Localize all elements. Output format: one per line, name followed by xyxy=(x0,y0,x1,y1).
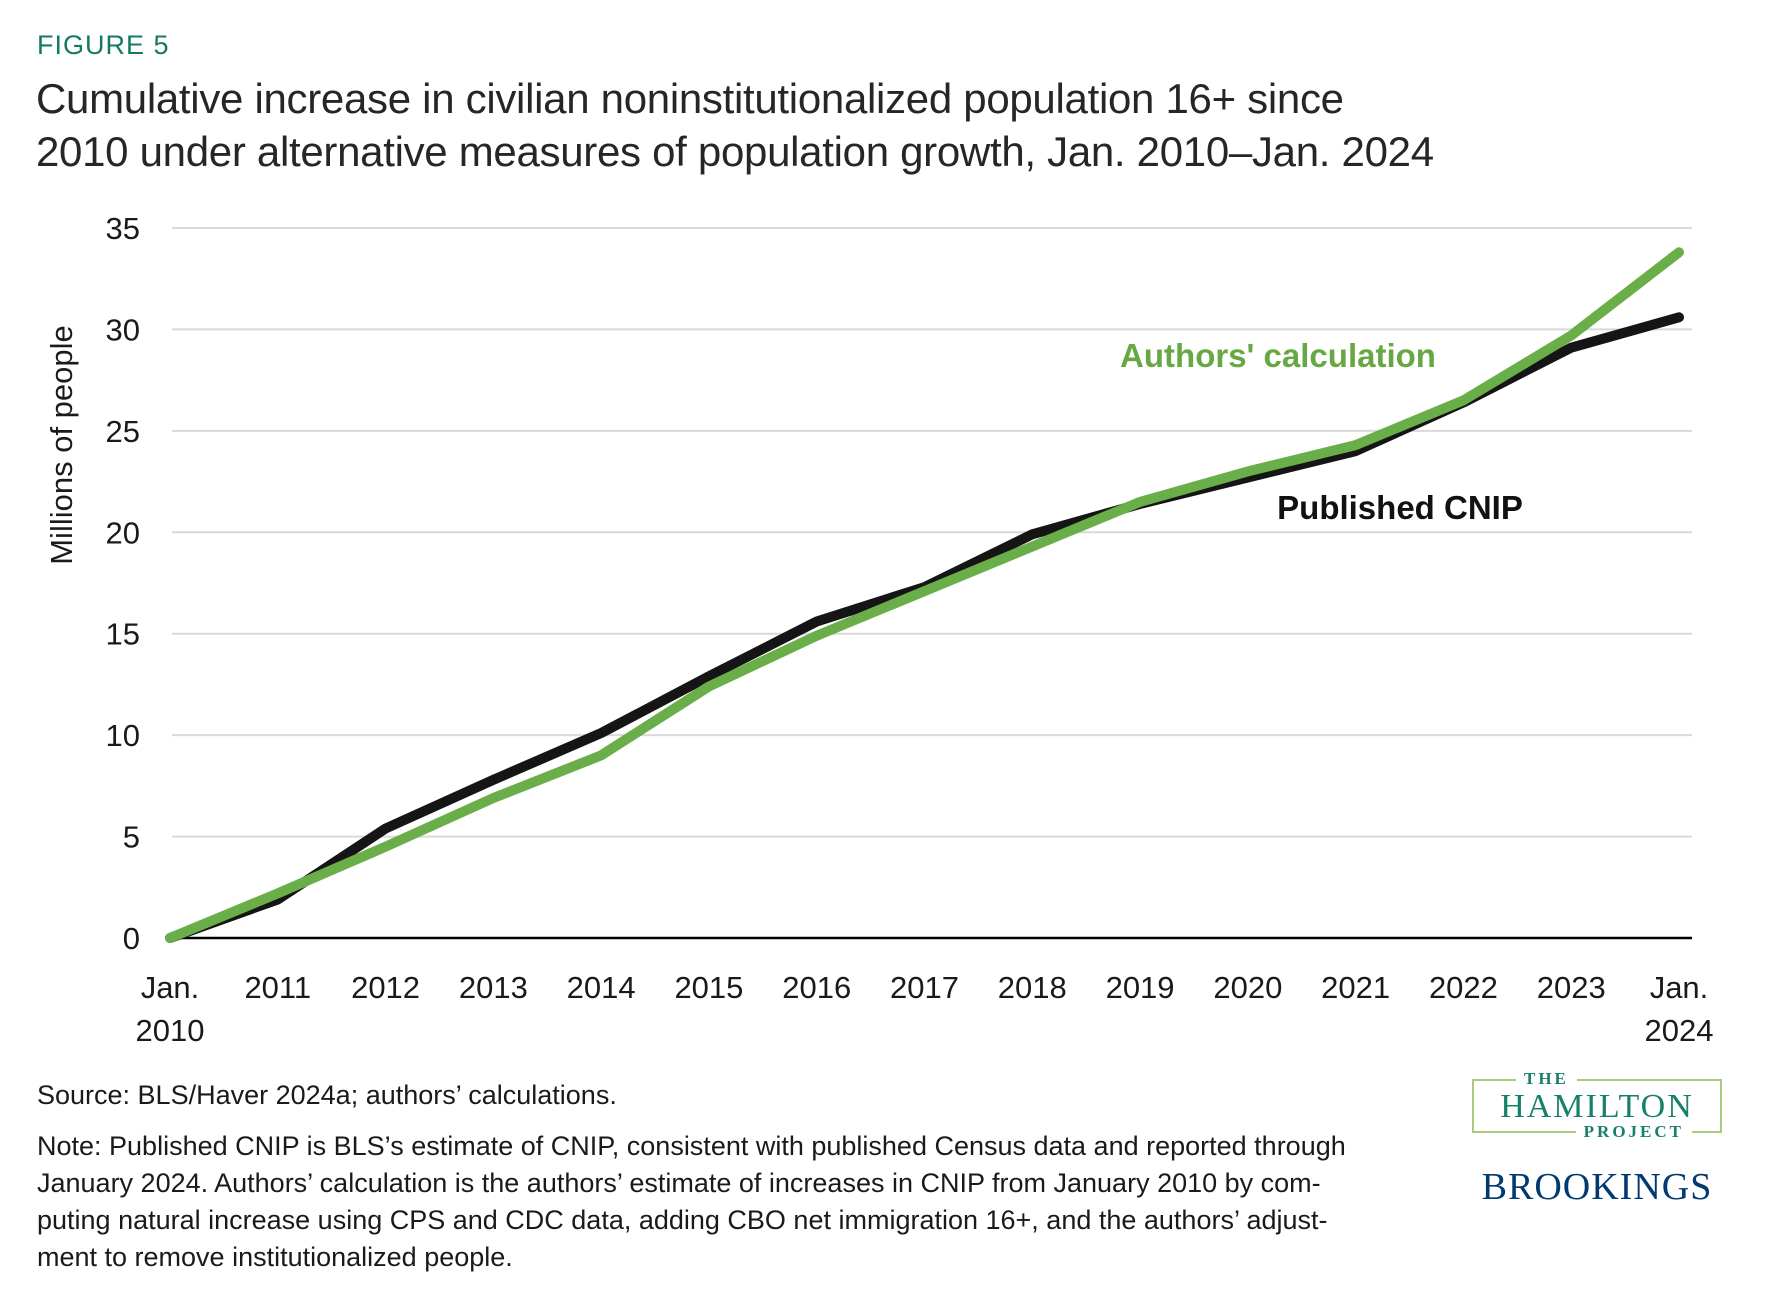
x-tick-label-1: 2011 xyxy=(244,970,311,1005)
x-tick-label-8: 2018 xyxy=(998,970,1067,1005)
brookings-logo: BROOKINGS xyxy=(1481,1166,1713,1208)
figure-label: FIGURE 5 xyxy=(37,30,170,60)
x-tick-label-5: 2015 xyxy=(674,970,743,1005)
y-tick-label-15: 15 xyxy=(106,617,140,652)
x-tick-label-6: 2016 xyxy=(782,970,851,1005)
x-tick-label-11: 2021 xyxy=(1321,970,1390,1005)
chart-title: Cumulative increase in civilian noninsti… xyxy=(36,75,1434,175)
y-tick-label-35: 35 xyxy=(106,211,140,246)
hamilton-logo-the: THE xyxy=(1516,1069,1577,1089)
series-label-published-cnip: Published CNIP xyxy=(1277,489,1523,526)
hamilton-logo-project: PROJECT xyxy=(1575,1122,1692,1142)
x-tick-label-14: Jan. xyxy=(1650,970,1709,1005)
x-tick-label-3: 2013 xyxy=(459,970,528,1005)
x-tick-label-0: Jan. xyxy=(141,970,200,1005)
x-tick-label-13: 2023 xyxy=(1537,970,1606,1005)
x-tick-label-2: 2012 xyxy=(351,970,420,1005)
x-tick-label-7: 2017 xyxy=(890,970,959,1005)
y-tick-label-0: 0 xyxy=(123,921,140,956)
y-tick-label-10: 10 xyxy=(106,718,140,753)
y-axis-title: Millions of people xyxy=(44,325,79,565)
x-tick-label-0: 2010 xyxy=(136,1013,205,1048)
series-label-authors-calculation: Authors' calculation xyxy=(1120,337,1436,374)
x-tick-label-12: 2022 xyxy=(1429,970,1498,1005)
line-series-1 xyxy=(165,247,1684,943)
y-tick-label-5: 5 xyxy=(123,820,140,855)
y-tick-label-25: 25 xyxy=(106,414,140,449)
note-text: Note: Published CNIP is BLS’s estimate o… xyxy=(37,1131,1346,1272)
line-chart: 0 5 10 15 20 25 30 35 Jan. 2010 2011 2012 2013 2014 20… xyxy=(106,211,1714,1048)
y-tick-label-20: 20 xyxy=(106,515,140,550)
x-tick-label-9: 2019 xyxy=(1106,970,1175,1005)
hamilton-project-logo: THE HAMILTON PROJECT xyxy=(1472,1069,1722,1142)
hamilton-logo-main: HAMILTON xyxy=(1500,1088,1694,1125)
x-tick-label-10: 2020 xyxy=(1213,970,1282,1005)
x-tick-label-14: 2024 xyxy=(1645,1013,1714,1048)
source-text: Source: BLS/Haver 2024a; authors’ calcul… xyxy=(37,1080,617,1110)
y-tick-label-30: 30 xyxy=(106,312,140,347)
x-tick-label-4: 2014 xyxy=(567,970,636,1005)
